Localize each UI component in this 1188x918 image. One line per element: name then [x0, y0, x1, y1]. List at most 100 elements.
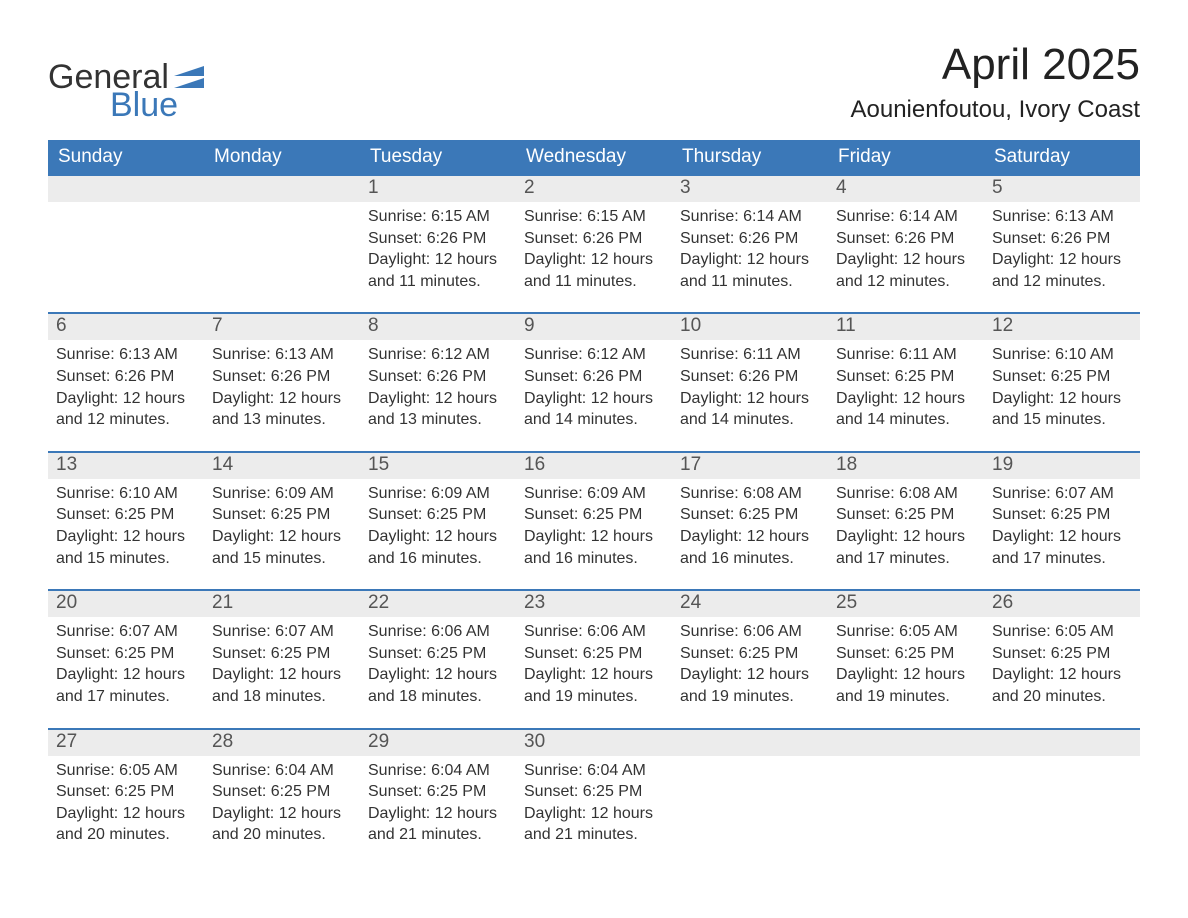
- daylight-label: Daylight: 12 hours and 12 minutes.: [992, 249, 1132, 292]
- sunset-label: Sunset: 6:26 PM: [56, 366, 196, 388]
- sunset-label: Sunset: 6:25 PM: [524, 781, 664, 803]
- day-cell: Sunrise: 6:11 AMSunset: 6:25 PMDaylight:…: [828, 340, 984, 436]
- day-header: Tuesday: [360, 140, 516, 176]
- daylight-label: Daylight: 12 hours and 12 minutes.: [836, 249, 976, 292]
- day-number: 12: [984, 314, 1140, 340]
- sunrise-label: Sunrise: 6:14 AM: [680, 206, 820, 228]
- day-cell: Sunrise: 6:05 AMSunset: 6:25 PMDaylight:…: [984, 617, 1140, 713]
- sunset-label: Sunset: 6:26 PM: [368, 366, 508, 388]
- sunrise-label: Sunrise: 6:06 AM: [368, 621, 508, 643]
- sunrise-label: Sunrise: 6:13 AM: [212, 344, 352, 366]
- day-number: 6: [48, 314, 204, 340]
- day-number: [828, 730, 984, 756]
- day-cell: Sunrise: 6:07 AMSunset: 6:25 PMDaylight:…: [204, 617, 360, 713]
- sunrise-label: Sunrise: 6:13 AM: [56, 344, 196, 366]
- sunset-label: Sunset: 6:25 PM: [368, 643, 508, 665]
- day-number: 16: [516, 453, 672, 479]
- day-number: 30: [516, 730, 672, 756]
- day-number: 23: [516, 591, 672, 617]
- daylight-label: Daylight: 12 hours and 20 minutes.: [992, 664, 1132, 707]
- daylight-label: Daylight: 12 hours and 11 minutes.: [524, 249, 664, 292]
- daynum-row: 27282930: [48, 730, 1140, 756]
- day-number: 7: [204, 314, 360, 340]
- day-number: 5: [984, 176, 1140, 202]
- header: General Blue April 2025 Aounienfoutou, I…: [48, 40, 1140, 124]
- day-header: Sunday: [48, 140, 204, 176]
- sunset-label: Sunset: 6:25 PM: [56, 643, 196, 665]
- day-cell: Sunrise: 6:10 AMSunset: 6:25 PMDaylight:…: [984, 340, 1140, 436]
- day-header: Monday: [204, 140, 360, 176]
- day-cell: Sunrise: 6:09 AMSunset: 6:25 PMDaylight:…: [360, 479, 516, 575]
- daylight-label: Daylight: 12 hours and 17 minutes.: [56, 664, 196, 707]
- day-cell: Sunrise: 6:07 AMSunset: 6:25 PMDaylight:…: [48, 617, 204, 713]
- sunrise-label: Sunrise: 6:04 AM: [212, 760, 352, 782]
- daylight-label: Daylight: 12 hours and 21 minutes.: [524, 803, 664, 846]
- day-cell: Sunrise: 6:08 AMSunset: 6:25 PMDaylight:…: [828, 479, 984, 575]
- sunset-label: Sunset: 6:25 PM: [56, 504, 196, 526]
- sunrise-label: Sunrise: 6:07 AM: [992, 483, 1132, 505]
- day-cell: [828, 756, 984, 852]
- sunrise-label: Sunrise: 6:06 AM: [524, 621, 664, 643]
- daylight-label: Daylight: 12 hours and 17 minutes.: [836, 526, 976, 569]
- day-cell: Sunrise: 6:14 AMSunset: 6:26 PMDaylight:…: [828, 202, 984, 298]
- day-cell: Sunrise: 6:04 AMSunset: 6:25 PMDaylight:…: [204, 756, 360, 852]
- sunrise-label: Sunrise: 6:07 AM: [56, 621, 196, 643]
- day-number: 26: [984, 591, 1140, 617]
- daylight-label: Daylight: 12 hours and 14 minutes.: [524, 388, 664, 431]
- sunrise-label: Sunrise: 6:11 AM: [680, 344, 820, 366]
- day-number: 17: [672, 453, 828, 479]
- week-row: 27282930Sunrise: 6:05 AMSunset: 6:25 PMD…: [48, 728, 1140, 852]
- sunrise-label: Sunrise: 6:15 AM: [524, 206, 664, 228]
- sunset-label: Sunset: 6:26 PM: [680, 366, 820, 388]
- week-row: 6789101112Sunrise: 6:13 AMSunset: 6:26 P…: [48, 312, 1140, 436]
- daylight-label: Daylight: 12 hours and 13 minutes.: [212, 388, 352, 431]
- daylight-label: Daylight: 12 hours and 14 minutes.: [836, 388, 976, 431]
- sunrise-label: Sunrise: 6:05 AM: [56, 760, 196, 782]
- daylight-label: Daylight: 12 hours and 18 minutes.: [212, 664, 352, 707]
- sunrise-label: Sunrise: 6:08 AM: [836, 483, 976, 505]
- daylight-label: Daylight: 12 hours and 14 minutes.: [680, 388, 820, 431]
- day-number: 27: [48, 730, 204, 756]
- day-number: 19: [984, 453, 1140, 479]
- sunset-label: Sunset: 6:26 PM: [992, 228, 1132, 250]
- day-number: 9: [516, 314, 672, 340]
- day-cell: Sunrise: 6:15 AMSunset: 6:26 PMDaylight:…: [360, 202, 516, 298]
- day-number: 24: [672, 591, 828, 617]
- daylight-label: Daylight: 12 hours and 15 minutes.: [992, 388, 1132, 431]
- day-number: 3: [672, 176, 828, 202]
- sunset-label: Sunset: 6:25 PM: [992, 643, 1132, 665]
- daynum-row: 12345: [48, 176, 1140, 202]
- day-cell: Sunrise: 6:14 AMSunset: 6:26 PMDaylight:…: [672, 202, 828, 298]
- day-cell: Sunrise: 6:06 AMSunset: 6:25 PMDaylight:…: [360, 617, 516, 713]
- week-row: 20212223242526Sunrise: 6:07 AMSunset: 6:…: [48, 589, 1140, 713]
- details-row: Sunrise: 6:10 AMSunset: 6:25 PMDaylight:…: [48, 479, 1140, 575]
- sunrise-label: Sunrise: 6:05 AM: [836, 621, 976, 643]
- day-cell: [672, 756, 828, 852]
- day-cell: [48, 202, 204, 298]
- sunset-label: Sunset: 6:25 PM: [836, 643, 976, 665]
- day-cell: Sunrise: 6:06 AMSunset: 6:25 PMDaylight:…: [516, 617, 672, 713]
- sunrise-label: Sunrise: 6:08 AM: [680, 483, 820, 505]
- sunset-label: Sunset: 6:26 PM: [680, 228, 820, 250]
- daylight-label: Daylight: 12 hours and 18 minutes.: [368, 664, 508, 707]
- sunset-label: Sunset: 6:25 PM: [992, 504, 1132, 526]
- sunset-label: Sunset: 6:25 PM: [368, 781, 508, 803]
- daylight-label: Daylight: 12 hours and 17 minutes.: [992, 526, 1132, 569]
- calendar: Sunday Monday Tuesday Wednesday Thursday…: [48, 140, 1140, 852]
- sunrise-label: Sunrise: 6:09 AM: [524, 483, 664, 505]
- logo: General Blue: [48, 40, 204, 122]
- sunrise-label: Sunrise: 6:12 AM: [524, 344, 664, 366]
- sunrise-label: Sunrise: 6:06 AM: [680, 621, 820, 643]
- day-cell: Sunrise: 6:05 AMSunset: 6:25 PMDaylight:…: [828, 617, 984, 713]
- sunrise-label: Sunrise: 6:14 AM: [836, 206, 976, 228]
- daylight-label: Daylight: 12 hours and 11 minutes.: [368, 249, 508, 292]
- daylight-label: Daylight: 12 hours and 16 minutes.: [680, 526, 820, 569]
- details-row: Sunrise: 6:13 AMSunset: 6:26 PMDaylight:…: [48, 340, 1140, 436]
- day-number: 4: [828, 176, 984, 202]
- sunset-label: Sunset: 6:26 PM: [524, 228, 664, 250]
- sunset-label: Sunset: 6:26 PM: [368, 228, 508, 250]
- sunrise-label: Sunrise: 6:09 AM: [368, 483, 508, 505]
- day-cell: Sunrise: 6:09 AMSunset: 6:25 PMDaylight:…: [204, 479, 360, 575]
- details-row: Sunrise: 6:07 AMSunset: 6:25 PMDaylight:…: [48, 617, 1140, 713]
- day-header: Wednesday: [516, 140, 672, 176]
